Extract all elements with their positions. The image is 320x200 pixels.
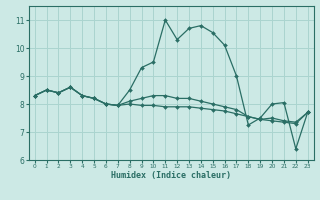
X-axis label: Humidex (Indice chaleur): Humidex (Indice chaleur) <box>111 171 231 180</box>
